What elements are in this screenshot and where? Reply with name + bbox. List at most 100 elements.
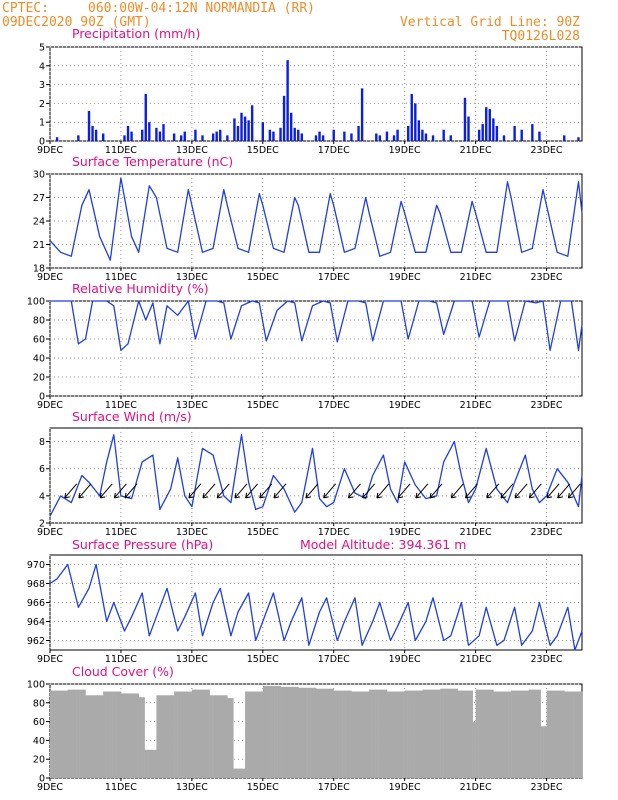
precip-bar	[148, 122, 151, 141]
x-tick-label: 15DEC	[247, 400, 279, 411]
x-tick-label: 21DEC	[460, 782, 492, 793]
precip-bar	[77, 135, 80, 141]
cloud-bar	[375, 689, 379, 778]
y-tick-label: 4	[39, 61, 45, 72]
cloud-bar	[522, 690, 527, 778]
wind-arrow	[528, 483, 542, 499]
cloud-bar	[505, 691, 509, 778]
cloud-bar	[76, 689, 80, 778]
cloud-bar	[253, 691, 258, 778]
cloud-bar	[295, 686, 299, 778]
precip-bar	[350, 133, 353, 141]
panel-2: 18 21 24 27 30 9DEC 11DEC 13DEC 15DEC 17DEC 19DEC 2…	[33, 154, 583, 283]
precip-bar	[485, 107, 488, 141]
x-tick-label: 21DEC	[460, 400, 492, 411]
wind-arrow	[415, 483, 429, 499]
cloud-bar	[404, 690, 408, 778]
cloud-bar	[85, 695, 89, 778]
cloud-bar	[209, 695, 213, 778]
x-tick-label: 13DEC	[176, 782, 208, 793]
wind-arrow-head	[188, 492, 194, 499]
wind-arrow	[216, 483, 230, 499]
cloud-bar	[478, 689, 482, 778]
cloud-bar	[165, 695, 169, 778]
x-tick-label: 15DEC	[247, 272, 279, 283]
precip-bar	[538, 131, 541, 141]
precip-bar	[431, 135, 435, 141]
cloud-bar	[451, 688, 456, 778]
cloud-bar	[381, 689, 385, 778]
precip-bar	[233, 118, 236, 141]
precip-bar	[123, 135, 126, 141]
cloud-bar	[109, 691, 113, 778]
cloud-bar	[440, 688, 444, 778]
cloud-bar	[573, 691, 577, 778]
precip-bar	[417, 120, 421, 141]
y-tick-label: 60	[33, 335, 45, 346]
precip-bar	[392, 135, 396, 141]
wind-arrow	[64, 483, 78, 499]
precip-bar	[378, 135, 382, 141]
cloud-bar	[218, 695, 222, 778]
cloud-bar	[120, 693, 125, 778]
y-tick-label: 100	[27, 297, 45, 308]
wind-arrow-head	[64, 492, 70, 499]
cloud-bar	[106, 691, 110, 778]
cloud-bar	[271, 685, 275, 778]
precip-bar	[449, 135, 452, 141]
y-tick-label: 5	[39, 43, 45, 54]
cloud-bar	[227, 698, 231, 778]
cloud-bar	[250, 691, 255, 778]
wind-arrow	[202, 483, 216, 499]
cloud-bar	[449, 688, 453, 778]
cloud-bar	[67, 689, 71, 778]
wind-arrow	[486, 483, 500, 499]
cloud-bar	[348, 690, 352, 778]
cloud-bar	[516, 690, 521, 778]
cloud-bar	[496, 691, 500, 778]
cloud-bar	[443, 688, 447, 778]
cloud-bar	[304, 687, 308, 778]
precip-bar	[502, 135, 506, 141]
x-tick-label: 13DEC	[176, 272, 208, 283]
wind-arrow	[514, 483, 528, 499]
cloud-bar	[268, 685, 272, 778]
x-tick-label: 23DEC	[531, 527, 563, 538]
cloud-bar	[543, 726, 547, 778]
cloud-bar	[256, 691, 261, 778]
cloud-bar	[457, 690, 462, 778]
cloud-bar	[298, 687, 302, 778]
cloud-bar	[490, 689, 494, 778]
cloud-bar	[97, 695, 101, 778]
cloud-bar	[224, 695, 228, 778]
wind-arrow-head	[124, 492, 131, 499]
y-tick-label: 4	[39, 491, 45, 502]
x-tick-label: 17DEC	[318, 654, 350, 665]
cloud-bar	[185, 691, 190, 778]
y-tick-label: 20	[33, 373, 45, 384]
panel-4: 2 4 6 8 9DEC 11DEC 13DEC 15DEC 17DEC 19DEC 21DEC 23…	[37, 409, 583, 538]
cloud-bar	[386, 691, 391, 778]
wind-arrow-head	[415, 492, 421, 499]
cloud-bar	[115, 691, 119, 778]
wind-arrow-head	[567, 492, 574, 499]
x-tick-label: 11DEC	[105, 272, 137, 283]
cloud-bar	[301, 687, 305, 778]
precip-bar	[240, 112, 243, 141]
precip-bar	[481, 124, 484, 141]
wind-arrow-head	[465, 492, 471, 499]
cloud-bar	[360, 691, 364, 778]
header-location: 060:00W-04:12N NORMANDIA (RR)	[88, 1, 315, 16]
cloud-bar	[413, 690, 417, 778]
cloud-bar	[519, 690, 524, 778]
precip-bar	[531, 124, 534, 141]
precip-bar	[410, 94, 413, 141]
y-tick-label: 0	[39, 774, 45, 785]
cloud-bar	[129, 693, 134, 778]
precip-bar	[194, 129, 197, 141]
cloud-bar	[345, 690, 349, 778]
y-tick-label: 6	[39, 464, 45, 475]
wind-arrow-head	[546, 492, 553, 499]
x-tick-label: 17DEC	[318, 782, 350, 793]
x-tick-label: 19DEC	[389, 782, 421, 793]
